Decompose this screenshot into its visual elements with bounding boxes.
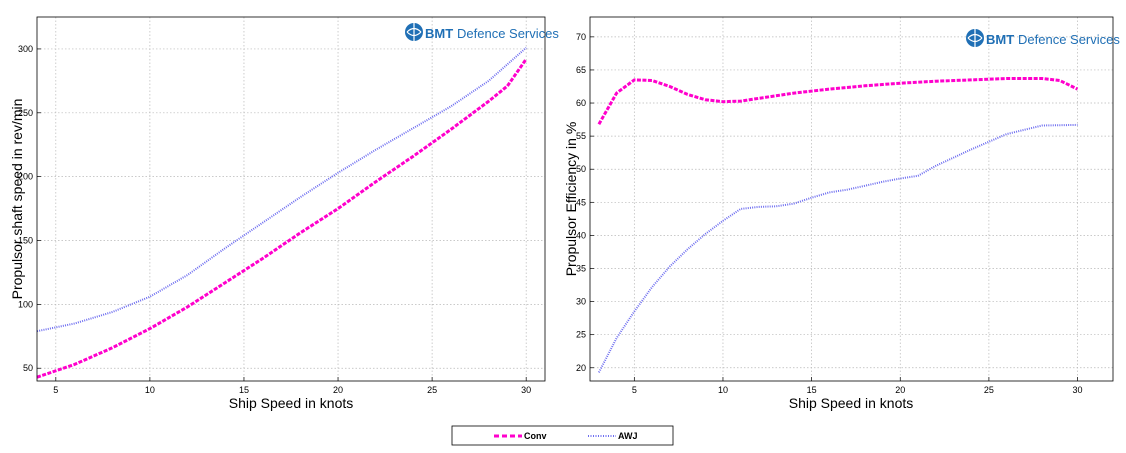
x-tick-label: 15 [807, 385, 817, 395]
y-tick-label: 35 [576, 263, 586, 273]
y-tick-label: 50 [23, 363, 33, 373]
plot-area [37, 17, 545, 381]
y-axis-label: Propulsor shaft speed in rev/min [9, 99, 25, 300]
x-tick-label: 5 [632, 385, 637, 395]
logo-brand: BMT [425, 26, 453, 41]
y-tick-labels: 20 25 30 35 40 45 50 55 60 65 70 [576, 32, 586, 373]
logo-text: Defence Services [457, 26, 559, 41]
globe-icon-detail [967, 29, 983, 47]
plot-area [590, 17, 1113, 381]
plot-frame [36, 16, 546, 382]
legend-label-awj: AWJ [618, 431, 638, 441]
gridlines [590, 17, 1113, 381]
logo-brand: BMT [986, 32, 1014, 47]
x-axis-label: Ship Speed in knots [229, 395, 354, 411]
y-tick-label: 200 [18, 172, 33, 182]
series-layer [597, 77, 1079, 373]
series-layer [36, 46, 528, 379]
y-tick-label: 55 [576, 131, 586, 141]
y-tick-label: 300 [18, 44, 33, 54]
series-line-awj [36, 46, 527, 333]
y-tick-label: 100 [18, 299, 33, 309]
series-line-conv [597, 77, 1079, 125]
y-tick-labels: 50 100 150 200 250 300 [18, 44, 33, 373]
logo-text: Defence Services [1018, 32, 1120, 47]
y-tick-label: 65 [576, 65, 586, 75]
series-line-awj [598, 123, 1078, 373]
chart-left: 5 10 15 20 25 30 50 100 150 200 250 300 Ship Speed… [9, 16, 559, 411]
x-tick-label: 30 [1073, 385, 1083, 395]
chart-right: 5 10 15 20 25 30 20 25 30 35 40 45 50 55 60 65 70 Ship … [563, 16, 1120, 411]
y-tick-label: 60 [576, 98, 586, 108]
y-tick-label: 150 [18, 236, 33, 246]
legend-box [451, 425, 674, 446]
y-tick-label: 70 [576, 32, 586, 42]
globe-icon-detail [406, 23, 422, 41]
x-tick-label: 25 [984, 385, 994, 395]
x-tick-label: 25 [427, 385, 437, 395]
x-tick-label: 15 [239, 385, 249, 395]
y-tick-label: 250 [18, 108, 33, 118]
x-tick-label: 30 [521, 385, 531, 395]
logo: BMT Defence Services [405, 23, 559, 41]
y-tick-label: 25 [576, 330, 586, 340]
y-tick-label: 45 [576, 197, 586, 207]
x-axis-label: Ship Speed in knots [789, 395, 914, 411]
y-tick-label: 40 [576, 230, 586, 240]
x-tick-label: 10 [145, 385, 155, 395]
legend-label-conv: Conv [524, 431, 547, 441]
x-tick-label: 20 [895, 385, 905, 395]
y-tick-label: 50 [576, 164, 586, 174]
x-tick-label: 5 [53, 385, 58, 395]
x-tick-label: 10 [718, 385, 728, 395]
series-line-conv [36, 58, 528, 379]
x-tick-label: 20 [333, 385, 343, 395]
plot-frame [589, 16, 1114, 382]
legend: Conv AWJ [451, 425, 674, 446]
x-tick-labels: 5 10 15 20 25 30 [632, 385, 1083, 395]
y-axis-label: Propulsor Efficiency in % [563, 122, 579, 277]
y-tick-label: 20 [576, 363, 586, 373]
y-tick-label: 30 [576, 297, 586, 307]
x-tick-labels: 5 10 15 20 25 30 [53, 385, 531, 395]
logo: BMT Defence Services [966, 29, 1120, 47]
gridlines [37, 17, 545, 381]
